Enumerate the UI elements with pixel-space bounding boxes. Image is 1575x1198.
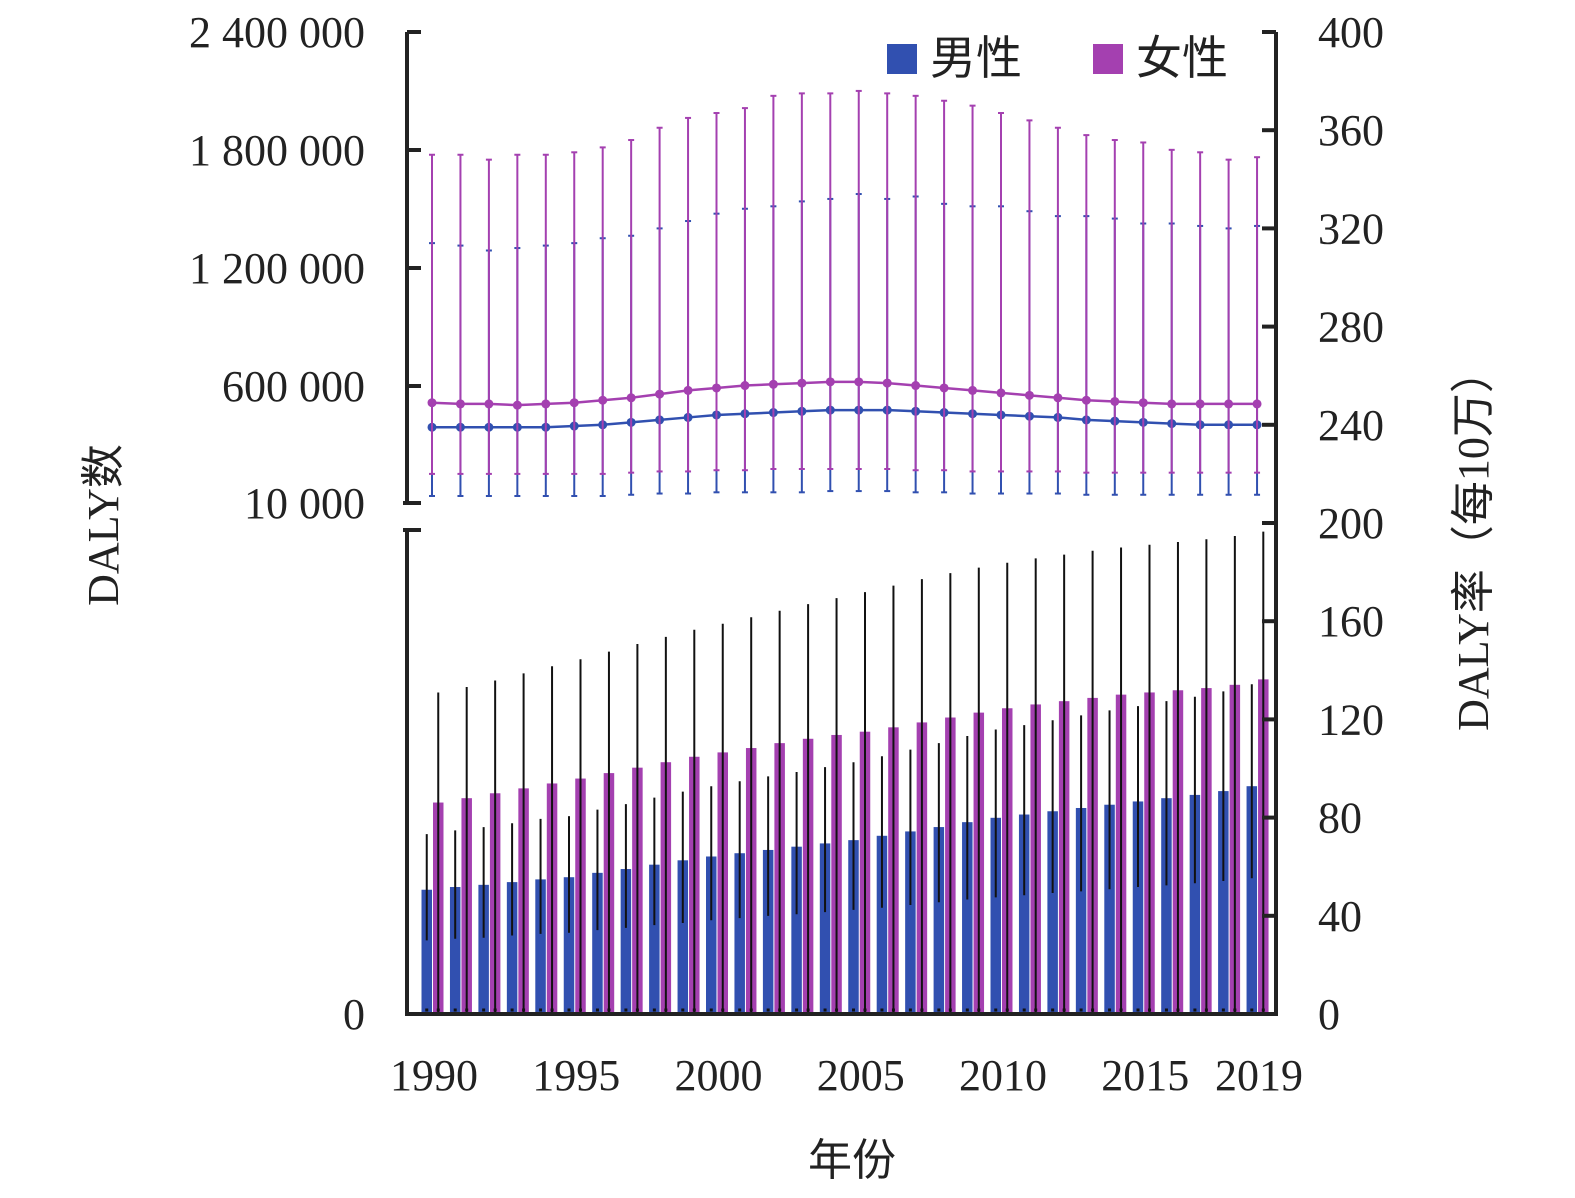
left-tick-label-5: 2 400 000 [189, 8, 365, 57]
rate-point-female-1991 [455, 399, 465, 409]
x-tick-label-2005: 2005 [817, 1051, 905, 1100]
rate-point-female-1997 [626, 393, 636, 403]
rate-point-female-1990 [427, 398, 437, 408]
rate-point-female-2011 [1024, 390, 1034, 400]
legend-label-female: 女性 [1136, 31, 1228, 85]
rate-point-female-2002 [768, 379, 778, 389]
rate-point-female-1995 [569, 398, 579, 408]
rate-point-female-1994 [541, 399, 551, 409]
x-tick-label-2019: 2019 [1215, 1051, 1303, 1100]
rate-point-female-2018 [1224, 399, 1234, 409]
bar-male-1992 [478, 884, 489, 1014]
right-tick-label-9: 360 [1318, 106, 1384, 155]
rate-point-female-2016 [1167, 399, 1177, 409]
bar-male-2006 [876, 835, 888, 1014]
right-tick-label-0: 0 [1318, 990, 1340, 1039]
left-tick-label-4: 1 800 000 [189, 126, 365, 175]
rate-point-female-2012 [1053, 393, 1063, 403]
right-tick-label-5: 200 [1318, 499, 1384, 548]
lines-layer [427, 89, 1262, 497]
rate-point-female-2008 [939, 383, 949, 393]
bar-male-2011 [1018, 814, 1030, 1014]
rate-point-female-2017 [1195, 399, 1205, 409]
left-y-axis-title: DALY数 [79, 444, 128, 606]
bar-male-1996 [592, 872, 603, 1014]
bar-male-2004 [819, 843, 831, 1014]
bar-male-2019 [1246, 786, 1258, 1014]
bar-male-1997 [620, 869, 632, 1014]
bar-male-2008 [933, 827, 945, 1014]
bar-male-2005 [848, 840, 859, 1014]
x-tick-label-1990: 1990 [390, 1051, 478, 1100]
bar-male-2017 [1189, 794, 1201, 1014]
rate-point-female-2007 [911, 381, 921, 391]
left-tick-label-2: 600 000 [222, 362, 365, 411]
right-tick-label-10: 400 [1318, 8, 1384, 57]
bar-male-2014 [1104, 804, 1115, 1014]
rate-point-female-2003 [797, 378, 807, 388]
bar-male-1991 [449, 887, 461, 1014]
bar-male-1990 [421, 889, 432, 1014]
rate-point-female-2004 [825, 377, 835, 387]
left-tick-label-0: 0 [343, 990, 365, 1039]
rate-point-female-1992 [484, 399, 494, 409]
rate-point-female-1993 [512, 400, 522, 410]
rate-point-female-2010 [996, 388, 1006, 398]
bar-male-2000 [706, 856, 717, 1014]
right-tick-label-6: 240 [1318, 401, 1384, 450]
rate-point-female-2009 [968, 385, 978, 395]
right-y-axis-title: DALY率（每10万） [1449, 349, 1498, 731]
bar-male-2012 [1047, 811, 1058, 1014]
legend-swatch-male [887, 44, 917, 74]
bar-male-2016 [1161, 798, 1172, 1014]
x-tick-label-2000: 2000 [675, 1051, 763, 1100]
rate-point-female-1998 [655, 389, 665, 399]
right-tick-label-8: 320 [1318, 204, 1384, 253]
legend-swatch-female [1093, 44, 1123, 74]
rate-point-female-1996 [598, 395, 608, 405]
x-tick-label-2010: 2010 [959, 1051, 1047, 1100]
bar-male-2002 [762, 849, 774, 1014]
bar-male-2007 [905, 831, 916, 1014]
bar-male-1998 [649, 864, 660, 1014]
rate-point-female-1999 [683, 385, 693, 395]
rate-point-female-2006 [882, 378, 892, 388]
bar-male-2018 [1218, 791, 1229, 1014]
bar-male-2003 [791, 846, 802, 1014]
rate-line-female [431, 380, 1258, 407]
bar-male-2013 [1075, 807, 1087, 1014]
bar-male-2010 [990, 817, 1001, 1014]
rate-point-female-2019 [1252, 399, 1262, 409]
legend-label-male: 男性 [930, 31, 1022, 85]
bar-male-2015 [1132, 801, 1144, 1014]
rate-point-female-2015 [1138, 398, 1148, 408]
bar-male-1993 [506, 882, 518, 1014]
rate-point-female-2013 [1081, 395, 1091, 405]
bar-male-1995 [563, 877, 575, 1014]
x-axis-title: 年份 [808, 1136, 896, 1185]
left-tick-label-1: 10 000 [244, 479, 365, 528]
bar-male-1999 [677, 860, 689, 1014]
rate-point-female-2014 [1110, 396, 1120, 406]
left-tick-label-3: 1 200 000 [189, 244, 365, 293]
right-tick-label-2: 80 [1318, 794, 1362, 843]
bar-male-2001 [734, 853, 745, 1014]
right-tick-label-7: 280 [1318, 303, 1384, 352]
right-tick-label-3: 120 [1318, 695, 1384, 744]
rate-line-male [432, 408, 1258, 429]
rate-point-female-2000 [712, 383, 721, 393]
legend: 男性 女性 [887, 31, 1228, 85]
bar-male-2009 [962, 822, 973, 1014]
right-tick-label-1: 40 [1318, 892, 1362, 941]
bar-male-1994 [535, 879, 546, 1014]
rate-point-female-2005 [854, 377, 864, 387]
rate-point-female-2001 [740, 381, 750, 391]
axes-layer: 0 10 000 600 000 1 200 000 1 800 000 2 400 00… [189, 8, 1384, 1100]
x-tick-label-2015: 2015 [1101, 1051, 1189, 1100]
bars-layer [421, 531, 1269, 1014]
x-tick-label-1995: 1995 [532, 1051, 620, 1100]
right-tick-label-4: 160 [1318, 597, 1384, 646]
